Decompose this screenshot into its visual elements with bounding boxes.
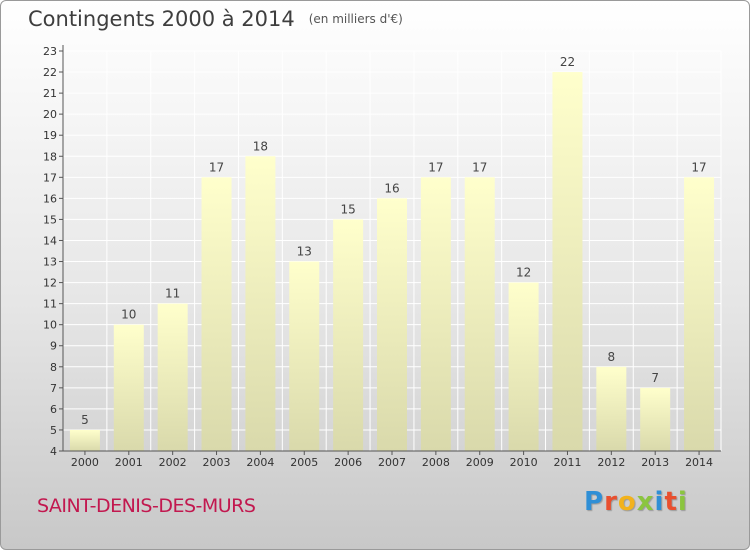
chart-title: Contingents 2000 à 2014 (en milliers d'€) (28, 7, 403, 31)
bar (289, 261, 320, 451)
y-tick-label: 19 (43, 129, 57, 142)
y-tick-label: 20 (43, 108, 57, 121)
y-tick-label: 8 (50, 361, 57, 374)
bar (420, 177, 451, 451)
y-tick-label: 22 (43, 66, 57, 79)
logo-letter: x (636, 487, 655, 517)
y-tick-label: 11 (43, 298, 57, 311)
data-label: 17 (209, 160, 224, 174)
x-tick-label: 2004 (246, 456, 274, 469)
y-tick-label: 16 (43, 192, 57, 205)
chart-subtitle: (en milliers d'€) (308, 12, 403, 26)
x-tick-label: 2006 (334, 456, 362, 469)
data-label: 17 (428, 160, 443, 174)
commune-name: SAINT-DENIS-DES-MURS (37, 495, 256, 517)
x-tick-label: 2008 (422, 456, 450, 469)
bar (684, 177, 715, 451)
x-tick-label: 2013 (641, 456, 669, 469)
x-tick-label: 2011 (553, 456, 581, 469)
data-label: 12 (516, 266, 531, 280)
logo-letter: i (654, 487, 665, 517)
x-tick-label: 2012 (597, 456, 625, 469)
y-tick-label: 10 (43, 319, 57, 332)
y-tick-label: 13 (43, 256, 57, 269)
x-tick-label: 2014 (685, 456, 713, 469)
y-tick-label: 17 (43, 171, 57, 184)
bar (640, 387, 671, 451)
data-label: 10 (121, 308, 136, 322)
bar (113, 324, 144, 451)
x-tick-label: 2001 (115, 456, 143, 469)
logo-letter: t (664, 487, 678, 517)
data-label: 5 (81, 413, 89, 427)
bar (157, 303, 188, 451)
logo-letter: P (584, 487, 605, 517)
data-label: 17 (472, 160, 487, 174)
y-tick-label: 4 (50, 445, 57, 458)
data-label: 15 (340, 202, 355, 216)
axes: 4 5 6 7 8 9 10 11 12 13 14 15 16 17 18 19 20 21 22 23 2000 20… (43, 45, 721, 469)
y-tick-label: 12 (43, 277, 57, 290)
x-tick-label: 2000 (71, 456, 99, 469)
x-tick-label: 2002 (159, 456, 187, 469)
y-tick-label: 21 (43, 87, 57, 100)
x-tick-label: 2005 (290, 456, 318, 469)
bar (552, 72, 583, 451)
bar (377, 198, 407, 451)
data-label: 16 (384, 181, 399, 195)
data-label: 8 (608, 350, 616, 364)
x-tick-label: 2010 (510, 456, 538, 469)
data-label: 17 (691, 160, 706, 174)
bar (245, 156, 276, 451)
logo-letter: i (677, 487, 688, 517)
bar (333, 219, 364, 451)
bar (596, 366, 627, 451)
y-tick-label: 7 (50, 382, 57, 395)
data-label: 13 (297, 245, 312, 259)
proxiti-logo: Proxiti (584, 487, 688, 517)
y-tick-label: 15 (43, 213, 57, 226)
bar (508, 282, 539, 451)
y-tick-label: 18 (43, 150, 57, 163)
data-label: 7 (651, 371, 659, 385)
data-label: 18 (253, 139, 268, 153)
x-tick-label: 2009 (466, 456, 494, 469)
bar (464, 177, 495, 451)
logo-letter: o (617, 487, 637, 517)
title-text: Contingents 2000 à 2014 (28, 7, 295, 31)
bar (69, 429, 100, 451)
logo-letter: r (604, 487, 618, 517)
y-tick-label: 14 (43, 234, 57, 247)
data-label: 22 (560, 55, 575, 69)
y-tick-label: 6 (50, 403, 57, 416)
y-tick-label: 9 (50, 340, 57, 353)
y-tick-label: 23 (43, 45, 57, 58)
data-label: 11 (165, 287, 180, 301)
y-tick-label: 5 (50, 424, 57, 437)
bars: 5 10 11 17 18 13 15 16 17 17 12 22 8 7 17 (69, 55, 715, 451)
x-tick-label: 2007 (378, 456, 406, 469)
bar (201, 177, 232, 451)
x-tick-label: 2003 (203, 456, 231, 469)
